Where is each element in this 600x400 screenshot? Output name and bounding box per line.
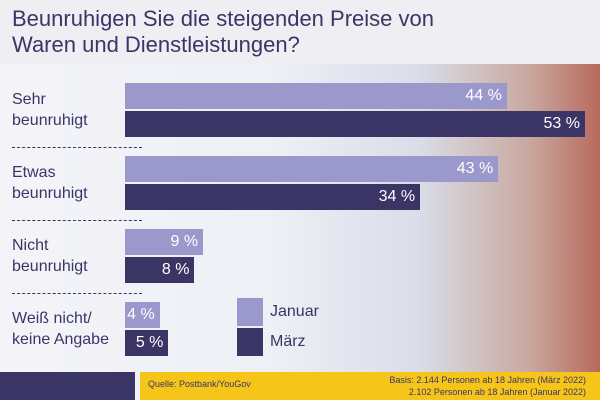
value-label: 43 % xyxy=(456,160,494,177)
source: Quelle: Postbank/YouGov xyxy=(148,379,251,389)
note: 2.102 Personen ab 18 Jahren (Januar 2022… xyxy=(408,387,586,397)
bar xyxy=(125,229,204,255)
chart-title: Beunruhigen Sie die steigenden Preise vo… xyxy=(12,6,434,57)
value-label: 5 % xyxy=(135,334,164,351)
category-label: Etwas beunruhigt xyxy=(12,164,88,202)
value-label: 4 % xyxy=(127,306,155,323)
legend-label: Januar xyxy=(270,303,319,320)
footer-band xyxy=(0,372,135,400)
bar xyxy=(125,257,195,283)
value-label: 44 % xyxy=(465,87,502,104)
bar xyxy=(125,302,160,328)
note: Basis: 2.144 Personen ab 18 Jahren (März… xyxy=(389,375,586,385)
bar xyxy=(125,156,499,182)
category-label: Weiß nicht/ keine Angabe xyxy=(12,310,109,348)
legend-label: März xyxy=(270,333,306,350)
value-label: 9 % xyxy=(170,233,199,250)
separator xyxy=(12,147,142,148)
value-label: 34 % xyxy=(378,188,416,205)
separator xyxy=(12,220,142,221)
bar xyxy=(125,83,507,109)
value-label: 53 % xyxy=(543,115,580,132)
footer-band xyxy=(140,372,600,400)
header-band xyxy=(0,0,600,64)
value-label: 8 % xyxy=(161,261,190,278)
category-label: Sehr beunruhigt xyxy=(12,91,88,129)
separator xyxy=(12,293,142,294)
category-label: Nicht beunruhigt xyxy=(12,237,88,275)
legend-swatch xyxy=(237,328,263,356)
bar xyxy=(125,184,421,210)
bar xyxy=(125,111,585,137)
legend-swatch xyxy=(237,298,263,326)
bar xyxy=(125,330,169,356)
